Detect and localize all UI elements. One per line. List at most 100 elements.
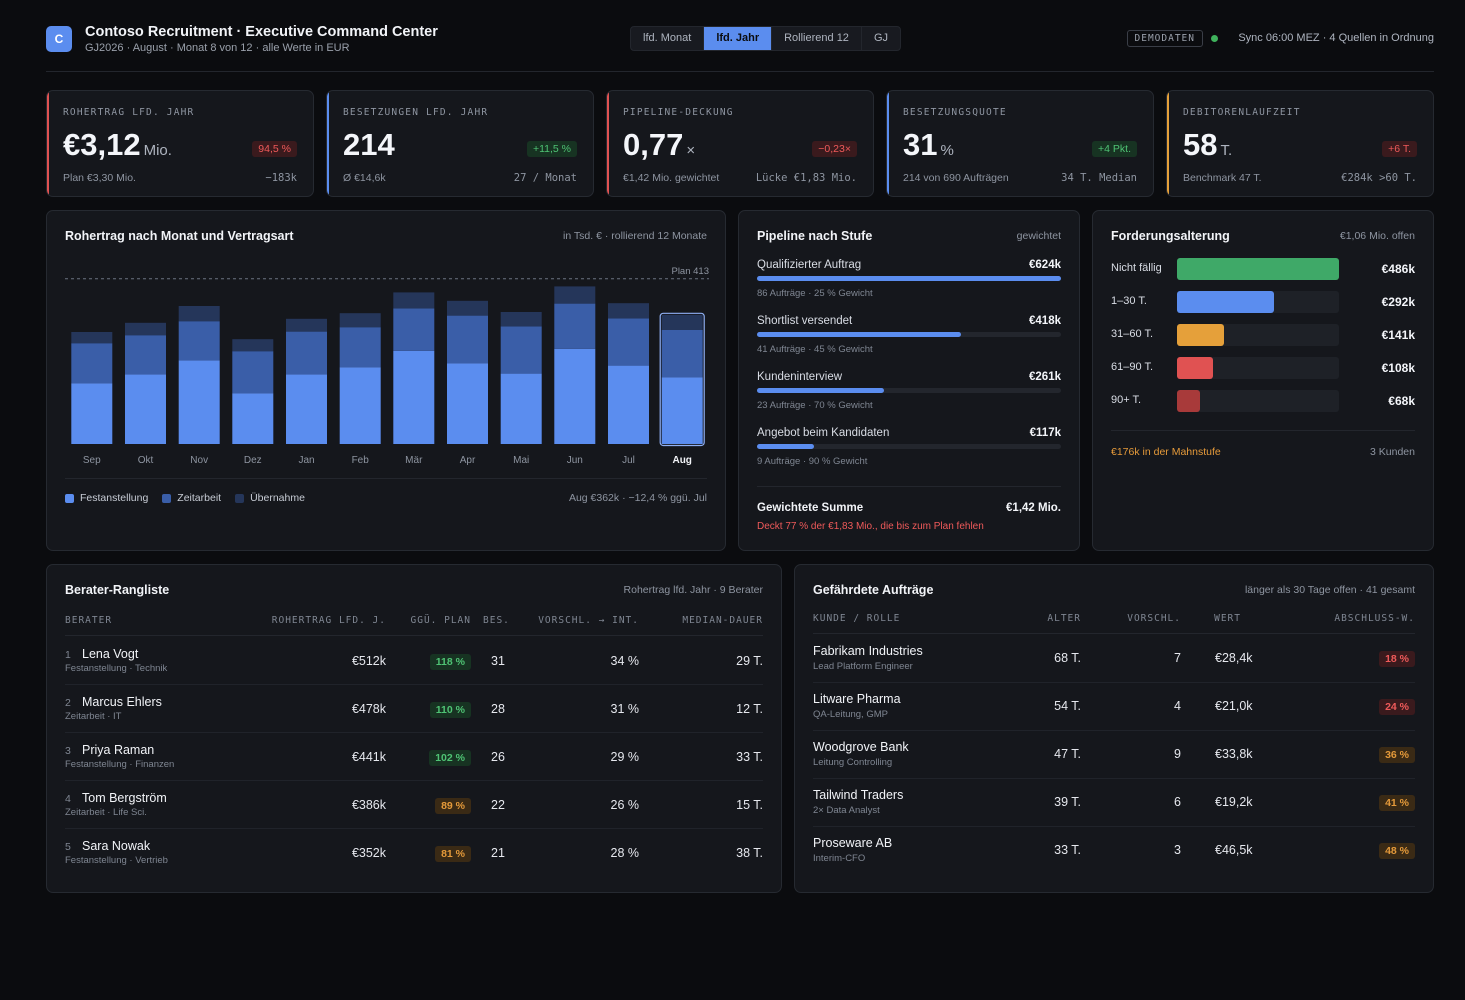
bar-apr-übernahme[interactable] (447, 300, 488, 316)
kpi-delta-badge: +11,5 % (526, 141, 577, 157)
bar-nov-zeitarbeit[interactable] (178, 321, 220, 361)
bar-jul-übernahme[interactable] (608, 303, 649, 319)
bar-sep-übernahme[interactable] (71, 332, 113, 344)
bar-nov-festanstellung[interactable] (178, 360, 220, 444)
period-tab-ytd[interactable]: lfd. Jahr (704, 27, 773, 50)
bar-mär-übernahme[interactable] (393, 292, 435, 309)
bar-okt-zeitarbeit[interactable] (125, 335, 166, 375)
bar-okt-übernahme[interactable] (125, 322, 166, 336)
placements-value: 21 (491, 846, 505, 860)
pipeline-stage[interactable]: Qualifizierter Auftrag €624k 86 Aufträge… (757, 259, 1061, 307)
kpi-card-placements[interactable]: BESETZUNGEN LFD. JAHR 214 +11,5 % Ø €14,… (326, 90, 594, 197)
stage-detail: 86 Aufträge · 25 % Gewicht (757, 288, 873, 299)
column-header-duration[interactable]: MEDIAN-DAUER (682, 615, 763, 626)
kpi-unit: × (686, 142, 696, 159)
table-row[interactable]: 5 Sara Nowak Festanstellung · Vertrieb €… (65, 829, 763, 877)
pipeline-stage[interactable]: Shortlist versendet €418k 41 Aufträge · … (757, 315, 1061, 363)
column-header-value[interactable]: WERT (1214, 613, 1241, 624)
aging-value: €108k (1381, 361, 1415, 375)
bar-jan-festanstellung[interactable] (286, 374, 327, 444)
column-header-consultant[interactable]: BERATER (65, 615, 113, 626)
bar-jul-festanstellung[interactable] (608, 365, 649, 444)
bar-aug-festanstellung[interactable] (661, 377, 703, 444)
table-row[interactable]: 4 Tom Bergström Zeitarbeit · Life Sci. €… (65, 781, 763, 829)
x-tick-label: Dez (244, 455, 262, 466)
bar-mai-festanstellung[interactable] (500, 373, 542, 444)
bar-mai-zeitarbeit[interactable] (500, 326, 542, 374)
column-header-plan[interactable]: GGÜ. PLAN (410, 615, 471, 626)
column-header-revenue[interactable]: ROHERTRAG LFD. J. (271, 615, 386, 626)
aging-bar-fill (1177, 291, 1275, 313)
table-row[interactable]: Litware Pharma QA-Leitung, GMP 54 T. 4 €… (813, 683, 1415, 731)
aging-row[interactable]: 61–90 T. €108k (1111, 357, 1415, 379)
panel-meta: in Tsd. € · rollierend 12 Monate (563, 230, 707, 242)
period-tab-month[interactable]: lfd. Monat (631, 27, 705, 50)
bar-nov-übernahme[interactable] (178, 306, 220, 322)
stage-detail: 23 Aufträge · 70 % Gewicht (757, 400, 873, 411)
kpi-card-dso[interactable]: DEBITORENLAUFZEIT 58 T. +6 T. Benchmark 4… (1166, 90, 1434, 197)
bar-dez-festanstellung[interactable] (232, 393, 274, 444)
panel-meta: länger als 30 Tage offen · 41 gesamt (1244, 584, 1415, 596)
x-tick-label: Mär (405, 455, 423, 466)
dunning-note: €176k in der Mahnstufe (1111, 446, 1221, 458)
aging-row[interactable]: Nicht fällig €486k (1111, 258, 1415, 280)
table-row[interactable]: 2 Marcus Ehlers Zeitarbeit · IT €478k 11… (65, 685, 763, 733)
aging-row[interactable]: 31–60 T. €141k (1111, 324, 1415, 346)
kpi-card-gross-profit[interactable]: ROHERTRAG LFD. JAHR €3,12 Mio. 94,5 % Pla… (46, 90, 314, 197)
aging-row[interactable]: 90+ T. €68k (1111, 390, 1415, 412)
column-header-ratio[interactable]: VORSCHL. → INT. (538, 615, 639, 626)
bar-dez-übernahme[interactable] (232, 339, 274, 352)
aging-row[interactable]: 1–30 T. €292k (1111, 291, 1415, 313)
proposals-value: 7 (1174, 651, 1181, 665)
bar-feb-übernahme[interactable] (339, 313, 381, 328)
column-header-placements[interactable]: BES. (483, 615, 510, 626)
bar-mär-festanstellung[interactable] (393, 350, 435, 444)
bar-sep-zeitarbeit[interactable] (71, 343, 113, 384)
pipeline-stage[interactable]: Kundeninterview €261k 23 Aufträge · 70 %… (757, 371, 1061, 419)
probability-badge: 18 % (1379, 651, 1415, 667)
bar-jul-zeitarbeit[interactable] (608, 318, 649, 366)
bar-feb-festanstellung[interactable] (339, 367, 381, 444)
bar-jan-übernahme[interactable] (286, 318, 327, 332)
aging-label: 61–90 T. (1111, 361, 1154, 373)
table-row[interactable]: Tailwind Traders 2× Data Analyst 39 T. 6… (813, 779, 1415, 827)
table-row[interactable]: Fabrikam Industries Lead Platform Engine… (813, 635, 1415, 683)
revenue-value: €441k (351, 750, 386, 764)
table-row[interactable]: Proseware AB Interim-CFO 33 T. 3 €46,5k … (813, 827, 1415, 875)
table-row[interactable]: Woodgrove Bank Leitung Controlling 47 T.… (813, 731, 1415, 779)
role-name: Lead Platform Engineer (813, 661, 913, 672)
consultant-segment: Festanstellung · Vertrieb (65, 855, 168, 866)
column-header-age[interactable]: ALTER (1047, 613, 1081, 624)
legend-swatch (162, 493, 172, 503)
pipeline-stage[interactable]: Angebot beim Kandidaten €117k 9 Aufträge… (757, 427, 1061, 475)
bar-dez-zeitarbeit[interactable] (232, 351, 274, 394)
kpi-footnote-right: €284k >60 T. (1341, 172, 1417, 184)
age-value: 54 T. (1054, 699, 1081, 713)
kpi-label: BESETZUNGEN LFD. JAHR (343, 107, 489, 118)
kpi-number: €3,12 (63, 127, 141, 162)
bar-jun-festanstellung[interactable] (554, 348, 596, 444)
kpi-card-fill-rate[interactable]: BESETZUNGSQUOTE 31% +4 Pkt. 214 von 690 … (886, 90, 1154, 197)
bar-jun-übernahme[interactable] (554, 286, 596, 304)
column-header-client[interactable]: KUNDE / ROLLE (813, 613, 901, 624)
bar-sep-festanstellung[interactable] (71, 383, 113, 444)
bar-okt-festanstellung[interactable] (125, 374, 166, 444)
bar-apr-festanstellung[interactable] (447, 363, 488, 444)
column-header-probability[interactable]: ABSCHLUSS-W. (1334, 613, 1415, 624)
period-tab-rolling12[interactable]: Rollierend 12 (772, 27, 862, 50)
bar-aug-zeitarbeit[interactable] (661, 330, 703, 378)
kpi-delta-badge: +6 T. (1382, 141, 1417, 157)
bar-mai-übernahme[interactable] (500, 312, 542, 327)
bar-feb-zeitarbeit[interactable] (339, 327, 381, 368)
column-header-proposals[interactable]: VORSCHL. (1127, 613, 1181, 624)
bar-jun-zeitarbeit[interactable] (554, 303, 596, 349)
period-tab-fy[interactable]: GJ (873, 32, 888, 44)
bar-jan-zeitarbeit[interactable] (286, 331, 327, 375)
bar-apr-zeitarbeit[interactable] (447, 315, 488, 364)
kpi-card-pipeline-coverage[interactable]: PIPELINE-DECKUNG 0,77 × −0,23× €1,42 Mio.… (606, 90, 874, 197)
table-row[interactable]: 3 Priya Raman Festanstellung · Finanzen … (65, 733, 763, 781)
bar-aug-übernahme[interactable] (661, 314, 703, 330)
table-row[interactable]: 1 Lena Vogt Festanstellung · Technik €51… (65, 637, 763, 685)
placements-value: 22 (491, 798, 505, 812)
bar-mär-zeitarbeit[interactable] (393, 308, 435, 351)
